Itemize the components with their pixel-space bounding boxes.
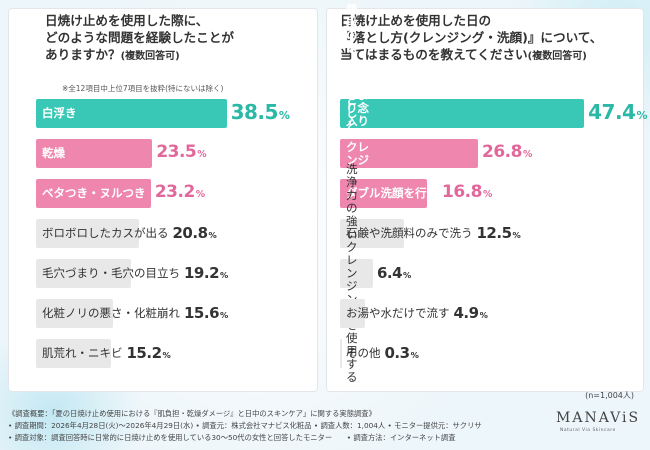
left-value-label: 15.6% — [184, 304, 228, 322]
left-value-unit: % — [162, 350, 171, 360]
left-bar — [36, 299, 114, 328]
left-bar — [36, 339, 112, 368]
left-value-label: 15.2% — [127, 344, 171, 362]
right-bar — [340, 139, 479, 168]
left-category-label: ボロボロしたカスが出る — [42, 226, 169, 240]
left-category-label: 白浮き — [42, 106, 77, 120]
left-value-unit: % — [208, 230, 217, 240]
left-value-label: 20.8% — [173, 224, 217, 242]
right-value-number: 0.3 — [384, 344, 411, 362]
left-category-label: 乾燥 — [42, 146, 65, 160]
left-value-number: 19.2 — [184, 264, 220, 282]
left-note: ※全12項目中上位7項目を抜粋(特にないは除く) — [62, 84, 224, 93]
right-value-number: 16.8 — [442, 182, 482, 202]
left-question-line-3-text: ありますか？ — [45, 47, 121, 62]
right-question-line-3: 当てはまるものを教えてください(複数回答可) — [340, 46, 602, 65]
right-value-label: 4.9% — [454, 304, 488, 322]
left-value-label: 19.2% — [184, 264, 228, 282]
left-category-label: 肌荒れ・ニキビ — [42, 346, 123, 360]
right-bar — [340, 339, 342, 368]
left-value-label: 23.5% — [156, 142, 206, 162]
right-value-unit: % — [410, 350, 419, 360]
right-question-line-1: 日焼け止めを使用した日の — [340, 13, 492, 28]
right-value-number: 26.8 — [482, 142, 522, 162]
left-question-line-2: どのような問題を経験したことが — [45, 30, 234, 45]
right-bar — [340, 219, 405, 248]
right-value-label: 6.4% — [377, 264, 411, 282]
footer-line-1: 《調査概要：「夏の日焼け止め使用における『肌負担・乾燥ダメージ』と日中のスキンケ… — [8, 409, 376, 418]
left-value-unit: % — [220, 310, 228, 320]
left-value-unit: % — [197, 149, 207, 160]
right-value-label: 0.3% — [385, 344, 419, 362]
left-question-title: 日焼け止めを使用した際に、 どのような問題を経験したことが ありますか？(複数回… — [45, 12, 234, 65]
right-question-line-2: 『落とし方(クレンジング・洗顔)』について、 — [340, 30, 603, 45]
right-bar — [340, 99, 585, 128]
left-value-label: 38.5% — [231, 100, 290, 124]
left-bar — [36, 259, 132, 288]
left-value-label: 23.2% — [155, 182, 205, 202]
right-category-label: ダブル洗顔を行う — [346, 186, 438, 200]
left-category-label: 毛穴づまり・毛穴の目立ち — [42, 266, 180, 280]
left-bar — [36, 219, 139, 248]
right-value-unit: % — [636, 109, 647, 122]
left-value-number: 38.5 — [230, 100, 279, 124]
right-question-title: 日焼け止めを使用した日の 『落とし方(クレンジング・洗顔)』について、 当てはま… — [340, 12, 602, 65]
footer-line-2: • 調査期間：2026年4月28日(火)～2026年4月29日(水) • 調査元… — [8, 421, 482, 430]
right-category-label: 石鹸や洗顔料のみで洗う — [346, 226, 473, 240]
right-category-label: お湯や水だけで流す — [346, 306, 450, 320]
left-category-label: ベタつき・ヌルつき — [42, 186, 146, 200]
left-value-number: 20.8 — [172, 224, 209, 242]
left-question-suffix: (複数回答可) — [120, 51, 180, 62]
left-bar — [36, 99, 227, 128]
right-bar — [340, 259, 373, 288]
manavis-logo-tagline: Natural Via Skincare — [560, 428, 616, 433]
left-value-number: 23.2 — [154, 182, 195, 202]
right-question-line-3-text: 当てはまるものを教えてください — [340, 47, 528, 62]
left-value-number: 23.5 — [156, 142, 197, 162]
right-value-label: 12.5% — [477, 224, 521, 242]
right-bar — [340, 179, 427, 208]
right-bar — [340, 299, 366, 328]
left-value-unit: % — [195, 189, 205, 200]
right-value-unit: % — [512, 230, 521, 240]
right-question-suffix: (複数回答可) — [527, 51, 587, 62]
right-value-number: 12.5 — [476, 224, 513, 242]
left-question-line-1: 日焼け止めを使用した際に、 — [45, 13, 209, 28]
left-question-line-3: ありますか？(複数回答可) — [45, 46, 234, 65]
right-value-number: 4.9 — [453, 304, 480, 322]
manavis-logo: MANAViS — [556, 410, 641, 426]
right-value-label: 26.8% — [482, 142, 532, 162]
right-value-unit: % — [479, 310, 488, 320]
right-value-number: 47.4 — [588, 100, 636, 124]
right-value-unit: % — [403, 270, 411, 280]
left-category-label: 化粧ノリの悪さ・化粧崩れ — [42, 306, 180, 320]
right-category-label: 洗浄力の強いクレンジングを使用する — [346, 162, 358, 384]
footer-line-3: • 調査対象：調査回答時に日常的に日焼け止めを使用している30～50代の女性と回… — [8, 433, 456, 442]
right-category-label: その他 — [346, 346, 381, 360]
right-value-unit: % — [482, 189, 492, 200]
left-value-number: 15.2 — [126, 344, 163, 362]
right-value-number: 6.4 — [376, 264, 403, 282]
right-value-unit: % — [522, 149, 532, 160]
sample-size-label: (n=1,004人) — [585, 391, 634, 400]
left-value-unit: % — [220, 270, 228, 280]
right-value-label: 16.8% — [442, 182, 492, 202]
left-value-number: 15.6 — [184, 304, 220, 322]
left-bar — [36, 179, 151, 208]
left-value-unit: % — [278, 109, 290, 122]
left-bar — [36, 139, 153, 168]
right-value-label: 47.4% — [588, 100, 647, 124]
